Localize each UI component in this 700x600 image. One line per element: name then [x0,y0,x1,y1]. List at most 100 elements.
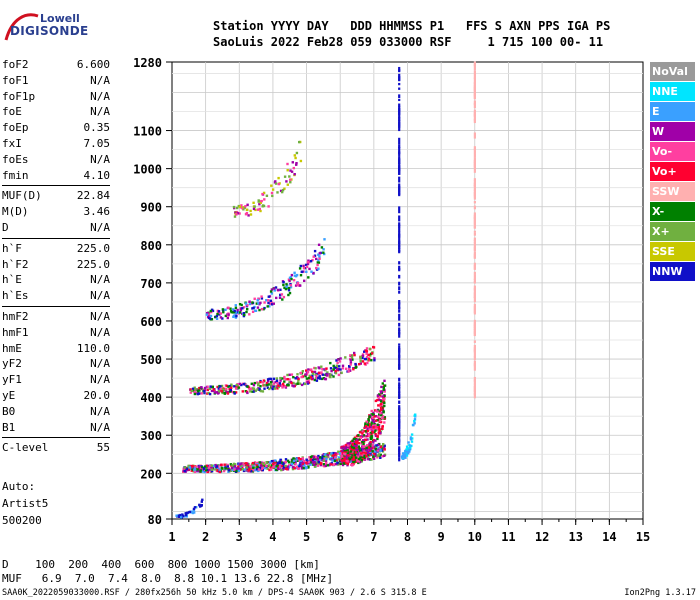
echo-point [279,288,282,291]
echo-point [308,462,311,465]
echo-point [349,358,352,362]
echo-point [256,388,259,391]
echo-point [376,437,379,441]
echo-point [376,449,380,452]
echo-point [292,381,295,385]
echo-point [325,462,328,466]
vertical-echo [398,162,401,171]
param-value: 3.46 [83,205,111,219]
echo-point [382,411,385,414]
param-name: foEs [2,152,29,166]
echo-point [237,469,240,473]
echo-point [194,466,197,469]
echo-point [229,307,232,310]
echo-point [295,163,298,166]
echo-point [319,458,322,461]
echo-point [366,429,370,433]
echo-point [362,440,366,444]
vertical-echo [398,455,401,458]
echo-point [265,299,268,302]
vertical-echo [473,216,476,225]
echo-point [369,437,372,441]
echo-point [212,388,215,391]
vertical-echo [398,261,401,265]
echo-point [193,511,196,514]
echo-point [409,446,412,449]
param-separator [2,237,110,239]
vertical-echo [398,226,401,232]
echo-point [317,267,320,270]
vertical-echo [473,153,476,158]
vertical-echo [473,223,476,229]
echo-point [282,281,285,284]
param-value: 4.10 [83,168,111,182]
vertical-echo [398,236,401,244]
echo-point [296,459,299,462]
echo-point [301,457,304,460]
vertical-echo [398,137,401,145]
echo-point [259,201,262,204]
echo-point [370,435,373,438]
echo-point [253,205,256,208]
echo-point [366,358,369,361]
vertical-echo [398,457,401,462]
echo-point [378,419,382,422]
echo-point [238,311,242,314]
vertical-echo [473,285,476,291]
echo-point [298,459,301,462]
vertical-echo [473,390,476,396]
y-tick-label: 300 [140,429,162,443]
echo-point [215,391,219,394]
echo-point [352,449,356,452]
echo-point [251,390,254,393]
echo-point [363,438,367,441]
vertical-echo [398,87,401,90]
echo-point [223,391,227,395]
echo-point [296,283,299,287]
echo-point [189,388,192,391]
echo-point [349,363,352,366]
echo-point [377,443,380,446]
echo-point [379,403,382,406]
param-row: foF1p N/A [2,89,110,105]
vertical-echo [398,247,401,254]
vertical-echo [473,70,476,79]
echo-point [180,516,183,519]
echo-point [294,156,297,160]
param-row: D N/A [2,220,110,236]
echo-point [316,464,320,467]
echo-point [181,515,185,518]
echo-point [195,391,198,395]
echo-point [263,383,266,387]
echo-point [202,390,206,393]
echo-point [370,421,373,424]
echo-point [353,453,357,457]
echo-point [291,458,294,462]
echo-point [241,468,245,471]
echo-point [380,400,383,403]
param-name: foF2 [2,58,29,71]
echo-point [413,422,416,425]
echo-point [235,213,238,216]
echo-point [401,454,404,458]
echo-point [358,458,361,461]
echo-point [362,448,365,451]
echo-point [313,378,316,382]
echo-point [251,463,254,466]
echo-point [254,469,257,472]
echo-point [234,391,238,394]
echo-point [269,381,273,384]
echo-point [361,356,364,360]
echo-point [374,439,377,442]
echo-point [382,388,385,391]
echo-point [378,393,381,396]
echo-point [369,354,372,357]
echo-point [251,310,255,313]
echo-point [183,470,187,473]
echo-point [281,382,285,386]
echo-point [314,458,317,461]
echo-point [207,315,210,318]
echo-point [381,427,384,430]
echo-point [279,379,282,382]
echo-point [317,463,320,466]
